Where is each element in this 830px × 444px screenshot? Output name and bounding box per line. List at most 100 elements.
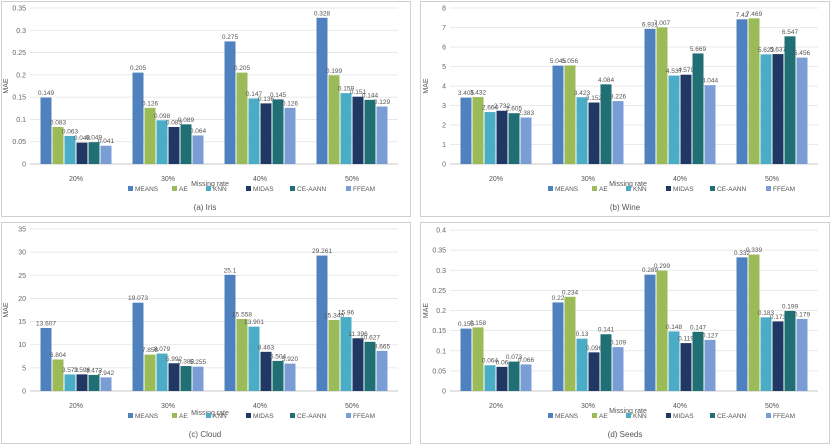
data-label: 5.669 [690, 46, 707, 53]
legend-swatch [592, 186, 597, 191]
bar-ae [52, 127, 64, 164]
bar-means [224, 274, 236, 391]
bar-ae [748, 18, 760, 165]
bar-midas [772, 321, 784, 391]
x-tick-label: 40% [253, 176, 267, 183]
bar-knn [64, 374, 76, 391]
bar-ce-aann [180, 366, 192, 391]
bar-knn [248, 98, 260, 164]
bar-ffeam [520, 117, 532, 164]
bar-midas [496, 366, 508, 391]
bar-means [736, 257, 748, 391]
data-label: 3.432 [470, 90, 487, 97]
bar-ce-aann [272, 99, 284, 164]
y-tick-label: 3 [442, 103, 446, 110]
y-tick-label: 6 [442, 45, 446, 52]
data-label: 5.637 [770, 47, 787, 54]
bar-means [224, 41, 236, 164]
data-label: 0.06 [496, 359, 509, 366]
data-label: 0.149 [38, 90, 55, 97]
data-label: 10.627 [360, 334, 380, 341]
data-label: 4.579 [678, 67, 695, 74]
bar-ae [328, 75, 340, 164]
chart-iris: 00.050.10.150.20.250.30.35MAE0.1490.0830… [3, 6, 398, 193]
x-tick-label: 30% [581, 403, 595, 410]
y-tick-label: 0.35 [12, 6, 26, 13]
legend-swatch [666, 186, 671, 191]
data-label: 0.073 [506, 354, 523, 361]
bar-midas [588, 102, 600, 164]
data-label: 0.332 [734, 250, 751, 257]
bar-midas [496, 110, 508, 164]
data-label: 0.299 [654, 263, 671, 270]
bar-ae [564, 296, 576, 391]
data-label: 25.1 [224, 267, 237, 274]
legend-label: MIDAS [673, 186, 694, 193]
bar-knn [668, 331, 680, 391]
bar-ce-aann [88, 374, 100, 391]
y-tick-label: 4 [442, 84, 446, 91]
bar-ce-aann [784, 36, 796, 165]
bar-midas [76, 142, 88, 164]
chart-panel-seeds: 0 0.05 0.1 0.15 0.2 0.25 0.3 0.35 0.4 MAE 0.155 0.1… [420, 222, 830, 444]
bar-midas [260, 103, 272, 164]
data-label: 6.931 [642, 21, 659, 28]
chart-seeds: 00.050.10.150.20.250.30.350.4MAE0.1550.1… [423, 228, 818, 420]
chart-frame-top-left [1, 1, 411, 217]
bar-means [132, 302, 144, 391]
legend-label: FFEAM [353, 186, 375, 193]
legend-label: AE [179, 186, 188, 193]
data-label: 7.858 [142, 347, 159, 354]
data-label: 29.261 [312, 248, 332, 255]
y-axis-label: MAE [423, 303, 430, 319]
bar-ae [236, 72, 248, 164]
bar-knn [484, 112, 496, 164]
legend-swatch [626, 186, 631, 191]
y-tick-label: 20 [18, 296, 26, 303]
x-tick-label: 30% [161, 176, 175, 183]
data-label: 3.423 [574, 90, 591, 97]
data-label: 6.504 [270, 353, 287, 360]
data-label: 0.064 [190, 128, 207, 135]
bar-ae [748, 254, 760, 391]
y-tick-label: 0.25 [12, 50, 26, 57]
bar-ce-aann [692, 53, 704, 164]
x-tick-label: 40% [673, 403, 687, 410]
y-tick-label: 0.3 [436, 268, 446, 275]
data-label: 0.096 [586, 345, 603, 352]
legend-label: CE-AANN [717, 413, 747, 420]
data-label: 0.119 [678, 336, 694, 343]
x-axis-label: Missing rate [609, 181, 647, 188]
legend-label: AE [179, 413, 188, 420]
data-label: 0.089 [178, 117, 195, 124]
bar-midas [352, 96, 364, 164]
data-label: 0.127 [702, 332, 719, 339]
legend-swatch [346, 413, 351, 418]
bar-midas [680, 343, 692, 391]
legend-swatch [246, 186, 251, 191]
bar-ae [564, 65, 576, 164]
bar-ce-aann [180, 124, 192, 164]
bar-midas [772, 54, 784, 164]
legend-swatch [128, 413, 133, 418]
data-label: 5.920 [282, 356, 299, 363]
bar-ce-aann [508, 361, 520, 391]
data-label: 5.456 [794, 50, 811, 57]
legend-label: KNN [633, 186, 647, 193]
bar-knn [340, 93, 352, 164]
data-label: 5.992 [166, 356, 183, 363]
x-tick-label: 30% [161, 403, 175, 410]
bar-knn [668, 75, 680, 164]
bar-knn [248, 326, 260, 391]
legend-label: KNN [213, 413, 227, 420]
bar-knn [576, 338, 588, 391]
bar-ae [144, 107, 156, 164]
legend-swatch [666, 413, 671, 418]
bar-ffeam [284, 363, 296, 391]
bar-ffeam [376, 106, 388, 164]
y-axis-label: MAE [423, 78, 430, 94]
y-tick-label: 0.4 [436, 228, 446, 235]
y-tick-label: 0.35 [432, 248, 446, 255]
caption-cloud: (c) Cloud [188, 430, 222, 439]
